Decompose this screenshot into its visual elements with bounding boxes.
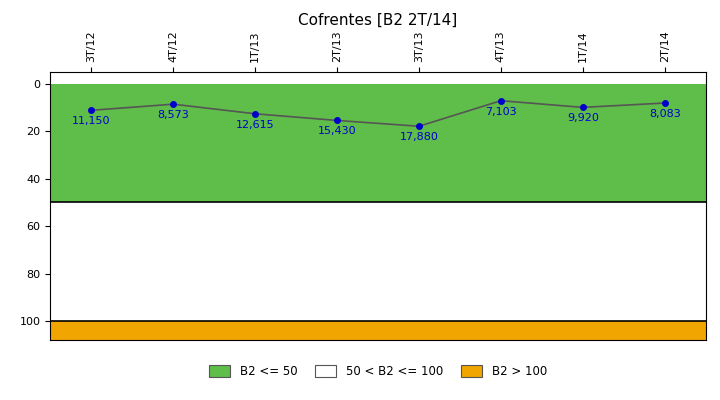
Text: 12,615: 12,615	[236, 120, 274, 130]
Text: 7,103: 7,103	[485, 107, 517, 117]
Bar	[50, 202, 706, 321]
Text: 17,880: 17,880	[400, 132, 438, 142]
Legend: B2 <= 50, 50 < B2 <= 100, B2 > 100: B2 <= 50, 50 < B2 <= 100, B2 > 100	[204, 360, 552, 382]
Text: 11,150: 11,150	[72, 116, 111, 126]
Bar	[50, 84, 706, 202]
Bar	[50, 321, 706, 340]
Text: 8,083: 8,083	[649, 109, 680, 119]
Text: 15,430: 15,430	[318, 126, 356, 136]
Title: Cofrentes [B2 2T/14]: Cofrentes [B2 2T/14]	[298, 13, 458, 28]
Text: 8,573: 8,573	[158, 110, 189, 120]
Text: 9,920: 9,920	[567, 113, 599, 123]
